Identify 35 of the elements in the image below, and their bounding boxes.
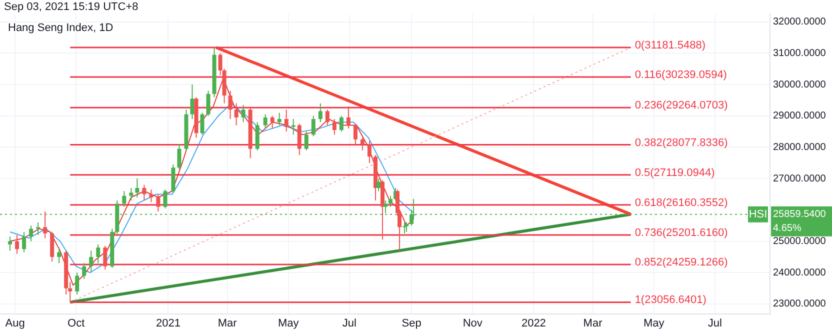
ref-line-label: HSI — [748, 208, 768, 220]
text: 4.65% — [773, 223, 802, 234]
x-tick-label: May — [278, 318, 300, 330]
x-tick-label: May — [643, 318, 665, 330]
y-tick-label: 23000.0000 — [773, 298, 826, 310]
series-label: 0.236(29264.0703) — [634, 100, 728, 112]
x-tick-label: Sep — [402, 318, 422, 330]
y-tick-label: 27000.0000 — [773, 173, 826, 184]
series-label: 0.618(26160.3552) — [634, 196, 728, 209]
series-label: 0.116(30239.0594) — [634, 69, 727, 82]
text: 25859.5400 — [773, 209, 826, 220]
x-tick-label: Jul — [708, 318, 722, 330]
y-tick-label: 24000.0000 — [773, 267, 826, 278]
x-tick-label: Mar — [218, 318, 238, 330]
y-tick-label: 28000.0000 — [773, 142, 826, 153]
x-tick-label: Mar — [583, 318, 603, 330]
y-tick-label: 31000.0000 — [773, 48, 826, 59]
x-tick-label: Jul — [342, 318, 356, 330]
x-tick-label: Oct — [68, 318, 85, 330]
series-label: 0.5(27119.0944) — [634, 166, 715, 179]
series-label: 1(23056.6401) — [634, 294, 706, 306]
x-tick-label: Nov — [462, 318, 483, 330]
y-tick-label: 25000.0000 — [773, 236, 826, 248]
series-label: 0.382(28077.8336) — [634, 136, 728, 149]
x-tick-label: Aug — [5, 318, 25, 330]
y-tick-label: 32000.0000 — [773, 16, 826, 28]
x-tick-label: 2022 — [521, 318, 546, 330]
series-label: 0.852(24259.1266) — [634, 256, 728, 269]
x-tick-label: 2021 — [156, 318, 180, 330]
y-tick-label: 29000.0000 — [773, 110, 826, 122]
text: Hang Seng Index, 1D — [8, 22, 114, 34]
series-label: 0.736(25201.6160) — [634, 226, 728, 239]
chart-subtitle: Sep 03, 2021 15:19 UTC+8 — [4, 1, 138, 13]
y-tick-label: 30000.0000 — [773, 79, 826, 90]
series-label: 0(31181.5488) — [634, 40, 706, 52]
